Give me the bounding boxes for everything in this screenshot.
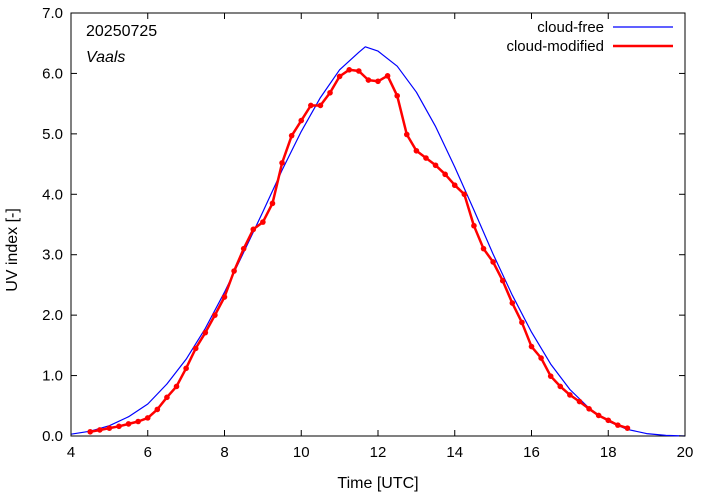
data-point-cloud-modified bbox=[538, 355, 544, 361]
data-point-cloud-modified bbox=[490, 259, 496, 265]
data-point-cloud-modified bbox=[586, 406, 592, 412]
legend-label-cloud-free: cloud-free bbox=[537, 19, 604, 36]
y-tick-label: 4.0 bbox=[42, 186, 63, 203]
data-point-cloud-modified bbox=[528, 343, 535, 350]
data-point-cloud-modified bbox=[394, 92, 400, 99]
data-point-cloud-modified bbox=[451, 182, 458, 189]
data-point-cloud-modified bbox=[413, 147, 420, 154]
data-point-cloud-modified bbox=[183, 365, 189, 372]
data-point-cloud-modified bbox=[624, 425, 631, 431]
data-point-cloud-modified bbox=[384, 73, 391, 79]
data-point-cloud-modified bbox=[471, 222, 477, 229]
data-point-cloud-modified bbox=[144, 415, 151, 421]
data-point-cloud-modified bbox=[423, 155, 429, 161]
data-point-cloud-modified bbox=[576, 398, 583, 405]
y-tick-label: 5.0 bbox=[42, 126, 63, 143]
data-point-cloud-modified bbox=[365, 77, 372, 83]
data-point-cloud-modified bbox=[432, 162, 439, 169]
x-tick-label: 12 bbox=[370, 444, 387, 461]
x-tick-label: 10 bbox=[293, 444, 310, 461]
y-tick-label: 0.0 bbox=[42, 428, 63, 445]
data-point-cloud-modified bbox=[279, 160, 285, 166]
data-point-cloud-modified bbox=[250, 226, 257, 233]
data-point-cloud-modified bbox=[346, 67, 353, 73]
data-point-cloud-modified bbox=[221, 294, 228, 300]
x-tick-label: 16 bbox=[523, 444, 540, 461]
data-point-cloud-modified bbox=[260, 219, 266, 225]
data-point-cloud-modified bbox=[96, 427, 103, 433]
data-point-cloud-modified bbox=[567, 392, 573, 398]
data-point-cloud-modified bbox=[192, 345, 199, 352]
y-tick-label: 3.0 bbox=[42, 247, 63, 264]
data-point-cloud-modified bbox=[125, 421, 132, 427]
x-axis-label: Time [UTC] bbox=[337, 475, 418, 492]
date-annotation: 20250725 bbox=[86, 23, 157, 40]
y-tick-label: 1.0 bbox=[42, 368, 63, 385]
data-point-cloud-modified bbox=[212, 312, 218, 318]
data-point-cloud-modified bbox=[480, 245, 487, 252]
data-point-cloud-modified bbox=[375, 78, 381, 85]
data-point-cloud-modified bbox=[308, 102, 314, 109]
data-point-cloud-modified bbox=[202, 329, 209, 336]
data-point-cloud-modified bbox=[288, 132, 295, 139]
data-point-cloud-modified bbox=[116, 423, 122, 430]
data-point-cloud-modified bbox=[231, 268, 237, 274]
series-line-cloud-free bbox=[70, 46, 686, 437]
data-point-cloud-modified bbox=[327, 89, 333, 96]
legend-label-cloud-modified: cloud-modified bbox=[506, 38, 604, 55]
data-point-cloud-modified bbox=[164, 394, 170, 401]
data-point-cloud-modified bbox=[135, 418, 141, 425]
data-point-cloud-modified bbox=[509, 300, 516, 306]
data-point-cloud-modified bbox=[442, 171, 448, 178]
series-layer bbox=[70, 46, 686, 437]
legend: cloud-free cloud-modified bbox=[506, 19, 673, 55]
data-point-cloud-modified bbox=[106, 425, 113, 431]
x-tick-label: 18 bbox=[600, 444, 617, 461]
data-point-cloud-modified bbox=[269, 200, 276, 207]
data-point-cloud-modified bbox=[595, 412, 602, 419]
data-point-cloud-modified bbox=[317, 102, 324, 109]
y-tick-label: 2.0 bbox=[42, 307, 63, 324]
x-tick-label: 14 bbox=[446, 444, 463, 461]
data-point-cloud-modified bbox=[547, 373, 554, 379]
location-annotation: Vaals bbox=[86, 49, 125, 66]
data-point-cloud-modified bbox=[519, 319, 525, 326]
plot-border bbox=[70, 12, 686, 437]
plot-frame bbox=[70, 12, 686, 437]
data-point-cloud-modified bbox=[615, 422, 621, 428]
data-point-cloud-modified bbox=[173, 383, 180, 390]
data-point-cloud-modified bbox=[87, 428, 93, 435]
x-tick-label: 4 bbox=[67, 444, 75, 461]
data-point-cloud-modified bbox=[336, 73, 343, 80]
y-tick-label: 7.0 bbox=[42, 5, 63, 22]
y-tick-label: 6.0 bbox=[42, 65, 63, 82]
data-point-cloud-modified bbox=[557, 383, 564, 390]
x-tick-label: 8 bbox=[220, 444, 228, 461]
data-point-cloud-modified bbox=[403, 131, 410, 138]
data-point-cloud-modified bbox=[298, 117, 305, 124]
data-point-cloud-modified bbox=[605, 417, 612, 424]
data-point-cloud-modified bbox=[461, 191, 468, 198]
series-line-cloud-modified bbox=[89, 68, 628, 434]
tick-layer: 4 6 8 10 12 14 16 18 20 0.0 1.0 2.0 3.0 4.0 5.0 6.0 7.0 bbox=[42, 5, 693, 461]
data-point-cloud-modified bbox=[240, 245, 247, 252]
data-point-cloud-modified bbox=[154, 406, 161, 413]
x-tick-label: 6 bbox=[144, 444, 152, 461]
x-tick-label: 20 bbox=[677, 444, 694, 461]
y-axis-label: UV index [-] bbox=[4, 208, 21, 292]
data-point-cloud-modified bbox=[356, 68, 362, 74]
data-point-cloud-modified bbox=[499, 277, 506, 284]
